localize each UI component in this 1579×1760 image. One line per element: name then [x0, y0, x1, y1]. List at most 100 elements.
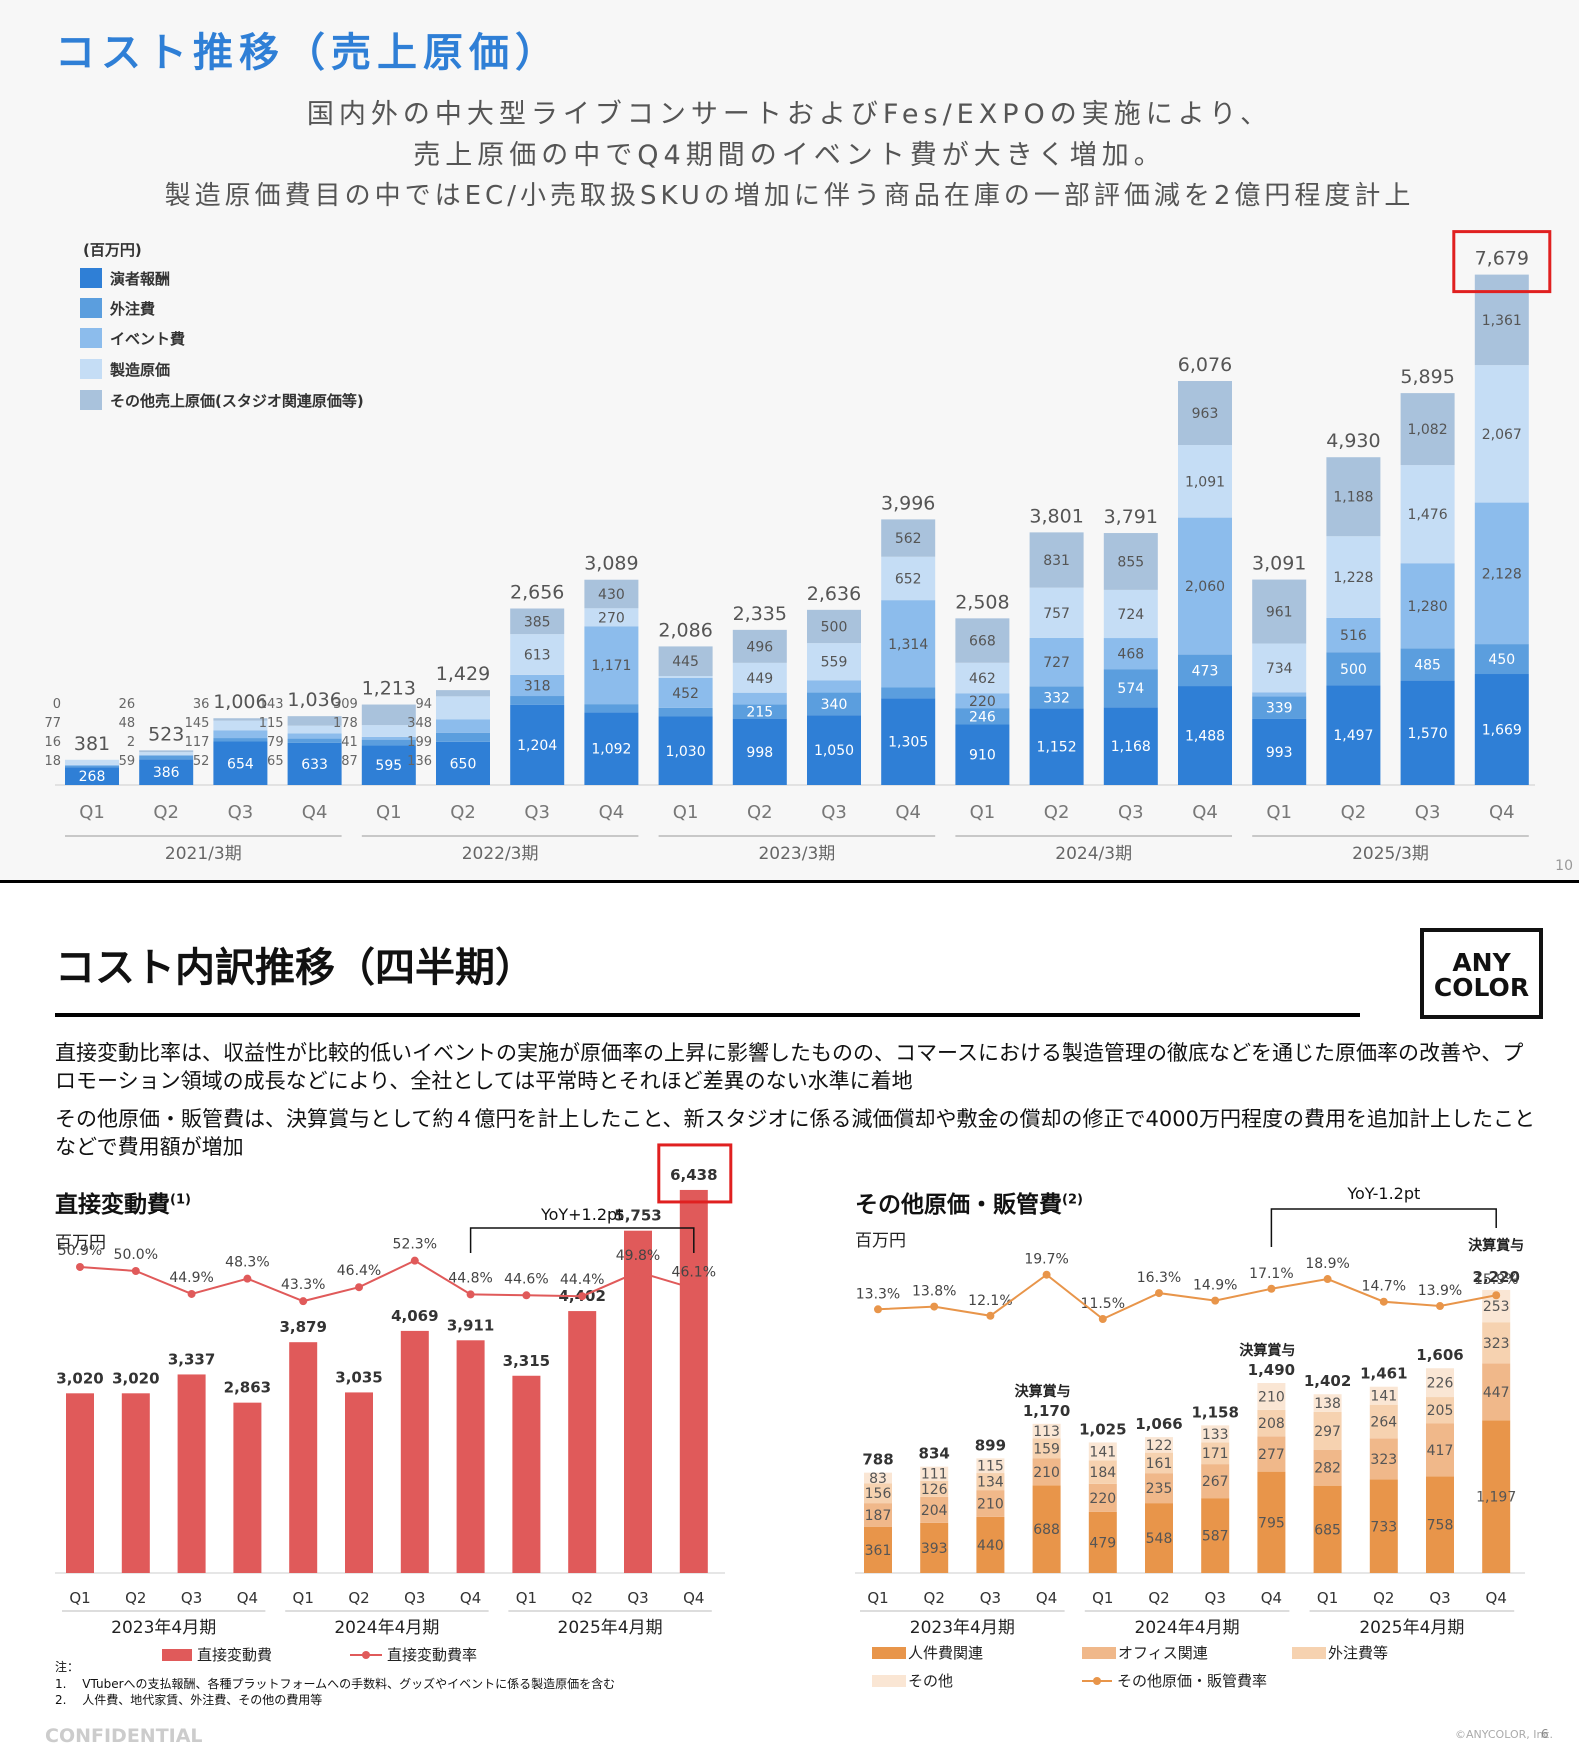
bar-segment [213, 741, 268, 785]
slide2-page-number: 6 [1541, 1727, 1549, 1741]
stack-segment [920, 1522, 949, 1573]
quarter-tick-label: Q2 [450, 802, 476, 823]
bar-segment [287, 725, 342, 734]
bar-segment [1474, 502, 1529, 645]
bar-segment [584, 712, 639, 785]
bonus-label-top: 決算賞与 [1468, 1237, 1524, 1254]
stack-segment [1032, 1438, 1061, 1459]
bar-segment [287, 742, 342, 785]
bar-segment [1474, 274, 1529, 366]
segment-value-label: 430 [598, 587, 625, 603]
stack-segment [864, 1483, 892, 1504]
stack-segment [1482, 1363, 1511, 1421]
rate-label: 17.1% [1249, 1266, 1293, 1282]
segment-value-label: 462 [969, 671, 996, 687]
bar-total-label: 1,429 [436, 663, 490, 685]
segment-value-label: 143 [259, 697, 284, 712]
bar-segment [1400, 393, 1455, 466]
quarter-tick-label: Q4 [302, 802, 328, 823]
legend-swatch-1 [80, 268, 102, 288]
segment-value-label: 516 [1340, 628, 1367, 644]
stack-segment [1482, 1322, 1511, 1364]
bar-segment [1178, 381, 1232, 446]
segment-value-label: 1,361 [1482, 313, 1522, 329]
segment-value-label: 113 [1033, 1424, 1060, 1440]
quarter-tick-label: Q2 [572, 1589, 593, 1607]
stack-segment [1257, 1436, 1286, 1472]
quarter-tick-label: Q2 [1341, 802, 1367, 823]
segment-value-label: 348 [407, 716, 432, 731]
bar-total-label: 1,158 [1191, 1403, 1238, 1421]
segment-value-label: 235 [1146, 1481, 1173, 1497]
quarter-tick-label: Q4 [237, 1589, 258, 1607]
bar-segment [1252, 643, 1307, 693]
segment-value-label: 633 [301, 757, 328, 773]
right-chart-title-note: (2) [1062, 1192, 1083, 1208]
quarter-tick-label: Q1 [673, 802, 699, 823]
bar-segment [1326, 685, 1381, 785]
segment-value-label: 417 [1427, 1443, 1454, 1459]
rate-point [1436, 1302, 1444, 1311]
slide-cost-breakdown: コスト内訳推移（四半期） ANY COLOR 直接変動比率は、収益性が比較的低い… [0, 883, 1579, 1760]
bar-segment [510, 674, 565, 697]
direct-variable-cost-chart: 3,020 Q1 50.9% 3,020 Q2 50.0% 3,337 Q3 44.9% 2,86… [55, 1143, 1525, 1690]
bar-segment [732, 692, 787, 705]
bar-segment [732, 662, 787, 693]
segment-value-label: 141 [1089, 1444, 1116, 1460]
segment-value-label: 1,305 [888, 735, 928, 751]
segment-value-label: 16 [44, 735, 61, 750]
segment-value-label: 141 [1370, 1389, 1397, 1405]
bar [121, 1393, 150, 1573]
bar-segment [1178, 686, 1232, 785]
stack-segment [976, 1473, 1005, 1491]
bar-total-label: 1,606 [1416, 1346, 1463, 1364]
bar-segment [1178, 517, 1232, 655]
quarter-tick-label: Q3 [1205, 1589, 1226, 1607]
bar-segment [955, 662, 1010, 694]
bar-value-label: 3,020 [56, 1369, 103, 1387]
bar-total-label: 2,656 [510, 582, 564, 604]
bar-segment [955, 708, 1010, 725]
paragraph-direct-variable: 直接変動比率は、収益性が比較的低いイベントの実施が原価率の上昇に影響したものの、… [55, 1041, 1524, 1093]
rate-label: 14.9% [1193, 1278, 1237, 1294]
rate-point [874, 1305, 882, 1314]
stack-segment [1257, 1383, 1286, 1410]
segment-value-label: 323 [1483, 1336, 1510, 1352]
yoy-annotation: YoY+1.2pt [540, 1205, 624, 1224]
bar-segment [807, 692, 861, 716]
bar [400, 1330, 429, 1573]
bar-total-label: 1,036 [287, 689, 341, 711]
segment-value-label: 993 [1266, 745, 1293, 761]
quarter-tick-label: Q4 [1489, 802, 1515, 823]
notes-heading: 注： [55, 1660, 80, 1674]
yoy-bracket-right [1270, 1208, 1497, 1247]
bar-segment [955, 618, 1010, 663]
segment-value-label: 1,168 [1111, 739, 1151, 755]
legend-swatch-2 [80, 298, 102, 318]
quarter-tick-label: Q2 [125, 1589, 146, 1607]
legend-label: その他 [908, 1672, 953, 1690]
bar-total-label: 5,895 [1400, 366, 1454, 388]
segment-value-label: 386 [153, 765, 180, 781]
bar-segment [1178, 654, 1232, 687]
bar [177, 1374, 206, 1573]
left-unit-label: 百万円 [55, 1233, 106, 1253]
segment-value-label: 83 [869, 1471, 887, 1487]
legend-label-line: 直接変動費率 [387, 1646, 477, 1664]
bar-segment [881, 600, 936, 688]
stack-segment [1426, 1397, 1454, 1424]
rate-label: 52.3% [393, 1237, 437, 1253]
quarter-tick-label: Q2 [348, 1589, 369, 1607]
bar-value-label: 3,337 [168, 1350, 215, 1368]
bar-segment [658, 677, 713, 708]
quarter-tick-label: Q4 [895, 802, 921, 823]
quarter-tick-label: Q4 [1192, 802, 1218, 823]
stack-segment [1032, 1423, 1061, 1439]
rate-point [689, 1284, 698, 1293]
rate-point [243, 1274, 252, 1283]
stack-segment [1032, 1458, 1061, 1486]
segment-value-label: 77 [44, 716, 61, 731]
slide-cost-trend: コスト推移（売上原価） 国内外の中大型ライブコンサートおよびFes/EXPOの実… [44, 30, 1573, 874]
segment-value-label: 574 [1117, 681, 1144, 697]
rate-point [76, 1262, 84, 1271]
